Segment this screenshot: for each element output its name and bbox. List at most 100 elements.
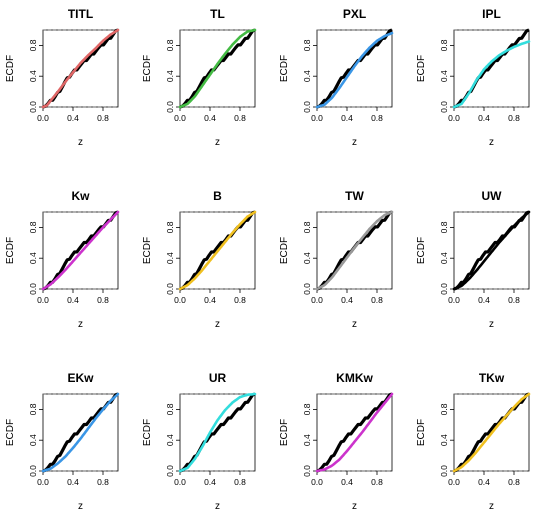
x-tick-label: 0.0 (448, 295, 460, 305)
y-tick-label: 0.0 (302, 283, 312, 295)
fitted-cdf-line (178, 28, 257, 109)
x-tick-label: 0.0 (311, 113, 323, 123)
y-tick-label: 0.0 (165, 465, 175, 477)
x-tick-label: 0.0 (174, 295, 186, 305)
x-tick-label: 0.0 (174, 113, 186, 123)
x-tick-label: 0.0 (311, 295, 323, 305)
y-axis-label: ECDF (5, 55, 16, 82)
panel-title: IPL (482, 7, 501, 21)
x-tick-label: 0.4 (67, 113, 79, 123)
y-tick-label: 0.0 (165, 101, 175, 113)
x-axis-label: z (352, 319, 357, 330)
y-tick-label: 0.0 (302, 465, 312, 477)
y-axis-label: ECDF (5, 237, 16, 264)
y-tick-label: 0.0 (439, 101, 449, 113)
x-tick-label: 0.4 (67, 477, 79, 487)
x-axis-label: z (489, 319, 494, 330)
y-tick-label: 0.8 (28, 221, 38, 233)
panel-title: PXL (343, 7, 366, 21)
y-tick-label: 0.0 (439, 465, 449, 477)
y-tick-label: 0.0 (302, 101, 312, 113)
x-axis-label: z (352, 501, 357, 512)
ecdf-empirical-line (453, 28, 530, 109)
x-tick-label: 0.8 (508, 113, 520, 123)
y-tick-label: 0.8 (165, 221, 175, 233)
x-tick-label: 0.4 (204, 295, 216, 305)
panel-title: TL (210, 7, 225, 21)
fitted-cdf-line (178, 392, 257, 473)
ecdf-panel-tkw: TKw 0.0 0.4 0.8 0.0 0.4 0.8 z ECDF (416, 371, 531, 512)
y-tick-label: 0.8 (302, 221, 312, 233)
panel-title: KMKw (336, 371, 373, 385)
x-tick-label: 0.0 (448, 113, 460, 123)
fitted-cdf-line (315, 31, 394, 109)
ecdf-empirical-line (316, 210, 393, 291)
y-tick-label: 0.4 (28, 252, 38, 264)
x-axis-label: z (489, 501, 494, 512)
y-axis-label: ECDF (279, 237, 290, 264)
x-tick-label: 0.4 (341, 113, 353, 123)
ecdf-empirical-line (179, 210, 256, 291)
x-tick-label: 0.0 (37, 477, 49, 487)
panel-title: TKw (479, 371, 505, 385)
panel-title: TITL (68, 7, 93, 21)
x-tick-label: 0.4 (204, 477, 216, 487)
x-tick-label: 0.4 (67, 295, 79, 305)
ecdf-panel-uw: UW 0.0 0.4 0.8 0.0 0.4 0.8 z ECDF (416, 189, 531, 330)
y-tick-label: 0.0 (28, 283, 38, 295)
x-tick-label: 0.0 (37, 113, 49, 123)
y-axis-label: ECDF (279, 419, 290, 446)
ecdf-panel-ipl: IPL 0.0 0.4 0.8 0.0 0.4 0.8 z ECDF (416, 7, 531, 148)
y-axis-label: ECDF (279, 55, 290, 82)
x-tick-label: 0.0 (311, 477, 323, 487)
x-tick-label: 0.4 (341, 295, 353, 305)
x-axis-label: z (78, 137, 83, 148)
ecdf-empirical-line (179, 392, 256, 473)
x-tick-label: 0.0 (37, 295, 49, 305)
ecdf-empirical-line (179, 28, 256, 109)
y-tick-label: 0.4 (28, 434, 38, 446)
y-tick-label: 0.4 (165, 252, 175, 264)
x-axis-label: z (78, 501, 83, 512)
fitted-cdf-line (452, 210, 531, 291)
x-tick-label: 0.0 (448, 477, 460, 487)
y-axis-label: ECDF (416, 419, 427, 446)
y-axis-label: ECDF (142, 55, 153, 82)
y-axis-label: ECDF (5, 419, 16, 446)
fitted-cdf-line (41, 210, 120, 291)
x-tick-label: 0.8 (508, 477, 520, 487)
x-axis-label: z (78, 319, 83, 330)
y-tick-label: 0.8 (439, 403, 449, 415)
x-tick-label: 0.8 (97, 113, 109, 123)
y-tick-label: 0.8 (28, 403, 38, 415)
fitted-cdf-line (315, 392, 394, 473)
fitted-cdf-line (452, 392, 531, 473)
x-axis-label: z (489, 137, 494, 148)
x-tick-label: 0.4 (478, 113, 490, 123)
x-axis-label: z (215, 501, 220, 512)
y-tick-label: 0.0 (28, 101, 38, 113)
y-tick-label: 0.4 (165, 434, 175, 446)
x-axis-label: z (215, 319, 220, 330)
x-tick-label: 0.8 (234, 113, 246, 123)
y-tick-label: 0.8 (302, 403, 312, 415)
y-tick-label: 0.8 (165, 403, 175, 415)
x-tick-label: 0.8 (508, 295, 520, 305)
y-axis-label: ECDF (416, 237, 427, 264)
x-tick-label: 0.4 (341, 477, 353, 487)
y-tick-label: 0.4 (302, 434, 312, 446)
panel-title: B (213, 189, 222, 203)
y-tick-label: 0.4 (439, 434, 449, 446)
y-tick-label: 0.4 (302, 70, 312, 82)
panel-title: EKw (67, 371, 94, 385)
y-tick-label: 0.8 (439, 221, 449, 233)
y-axis-label: ECDF (142, 237, 153, 264)
y-tick-label: 0.0 (165, 283, 175, 295)
fitted-cdf-line (315, 210, 394, 291)
panel-title: Kw (72, 189, 91, 203)
y-tick-label: 0.4 (439, 252, 449, 264)
ecdf-panel-b: B 0.0 0.4 0.8 0.0 0.4 0.8 z ECDF (142, 189, 257, 330)
x-axis-label: z (352, 137, 357, 148)
